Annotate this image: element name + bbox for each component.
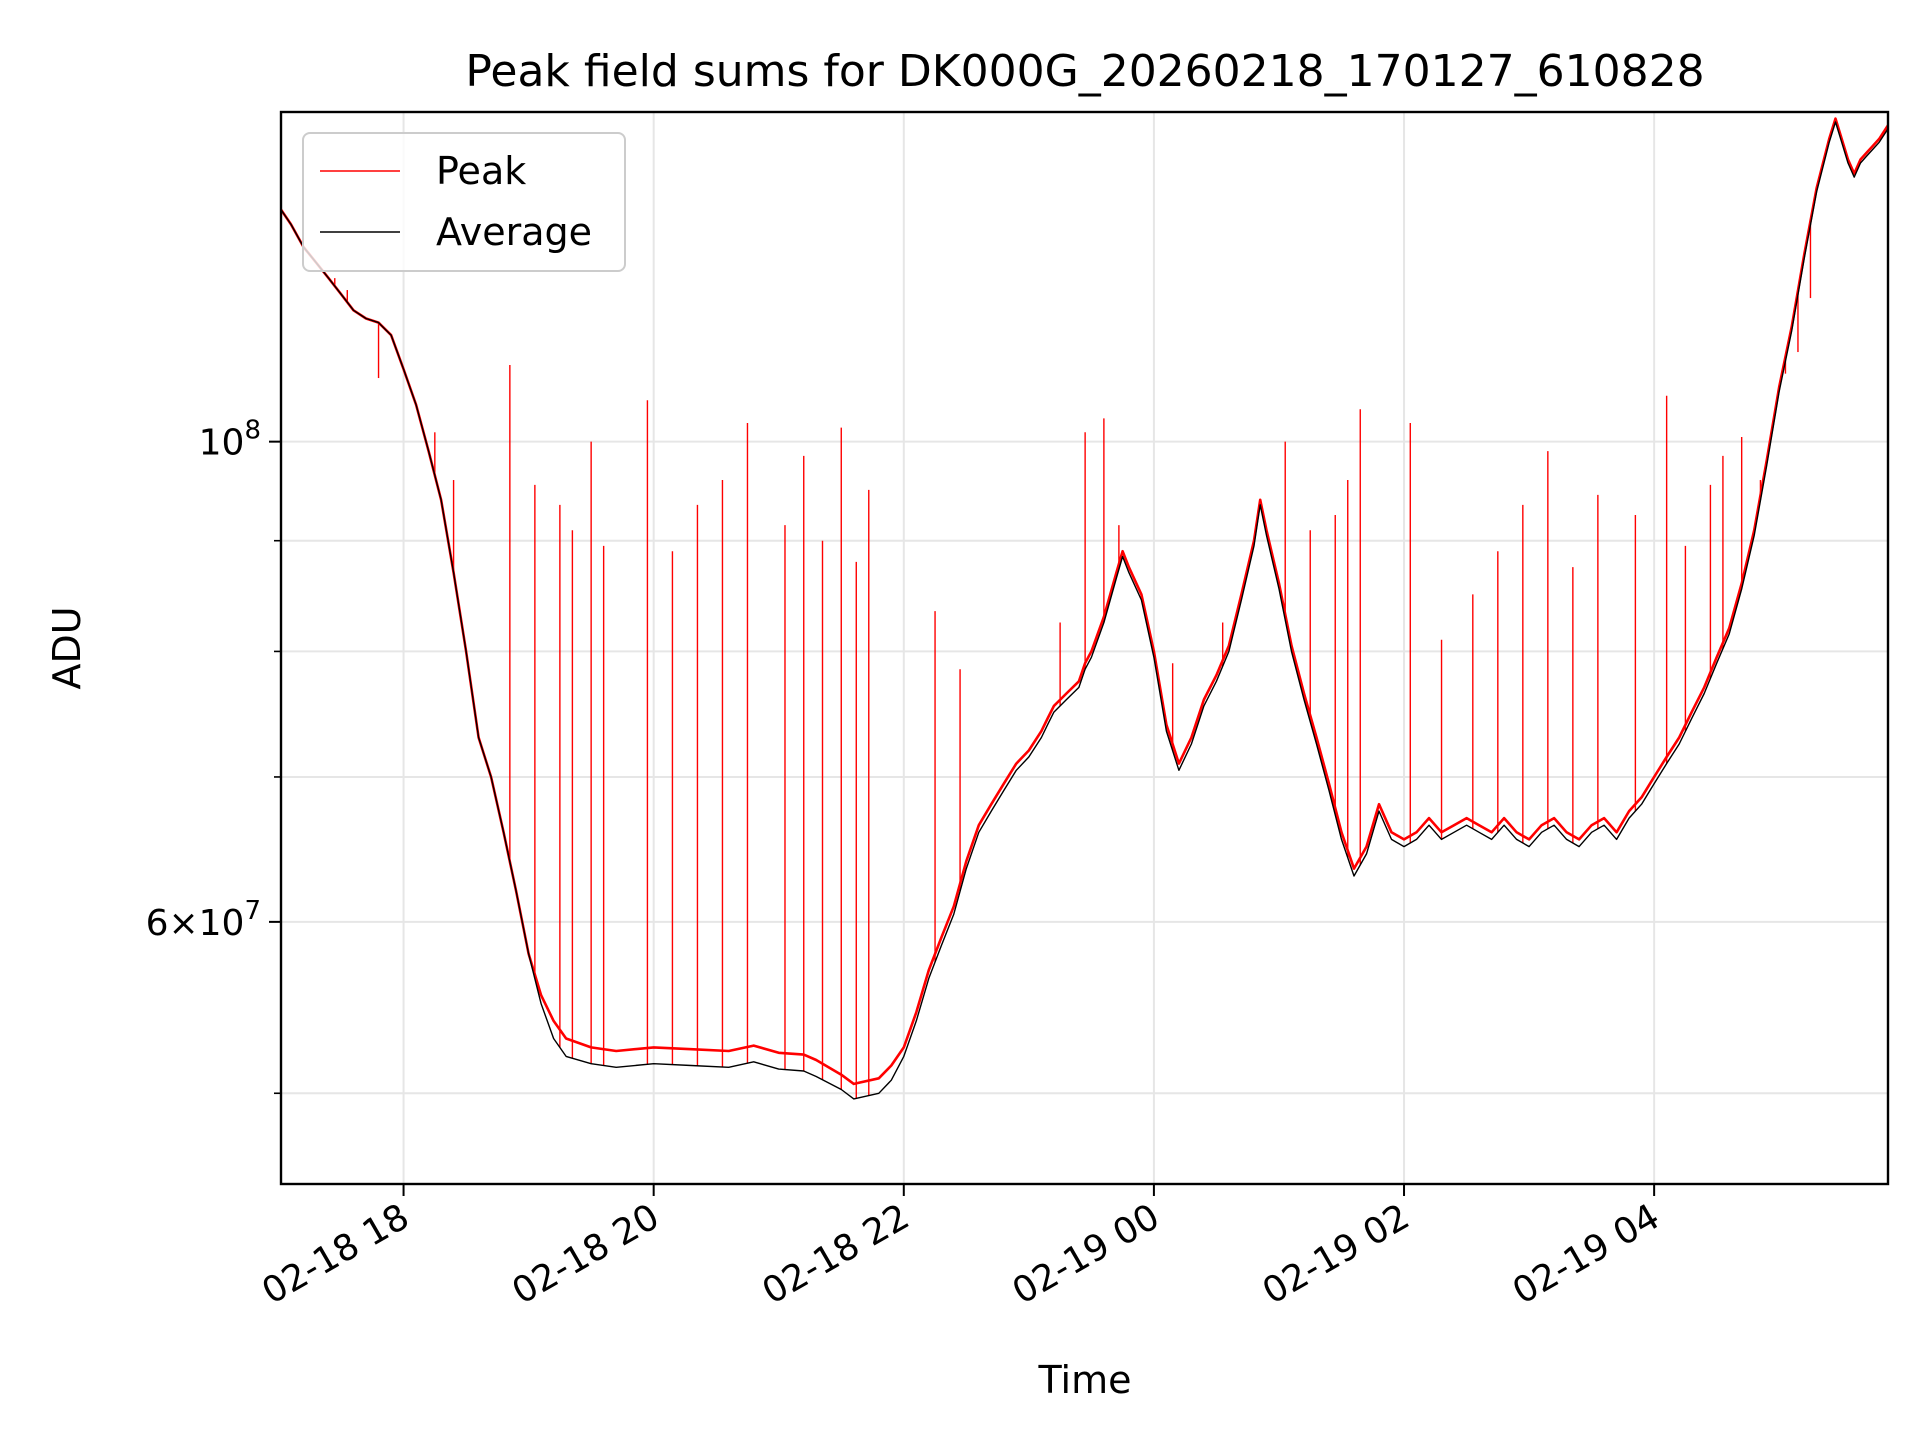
y-tick-exponent: 8 bbox=[244, 416, 261, 446]
series-layer bbox=[279, 117, 1890, 1100]
plot-area-frame bbox=[279, 110, 1890, 1186]
chart-title: Peak field sums for DK000G_20260218_1701… bbox=[465, 46, 1704, 97]
legend: Peak Average bbox=[302, 132, 626, 272]
y-tick-times: × bbox=[168, 903, 198, 944]
y-tick-base: 10 bbox=[199, 423, 245, 464]
y-tick-base: 10 bbox=[199, 903, 245, 944]
legend-box bbox=[302, 132, 626, 272]
y-axis-label: ADU bbox=[45, 606, 89, 689]
legend-label-peak: Peak bbox=[436, 149, 526, 193]
peak-spike-layer bbox=[334, 224, 1812, 1099]
y-tick-label: 6×107 bbox=[146, 896, 261, 944]
y-tick-mantissa: 6 bbox=[146, 903, 169, 944]
series-line-peak bbox=[279, 117, 1890, 1086]
series-line-average bbox=[280, 121, 1889, 1100]
legend-label-average: Average bbox=[436, 210, 592, 254]
x-axis-label: Time bbox=[1038, 1358, 1132, 1402]
y-tick-label: 108 bbox=[199, 416, 261, 464]
y-tick-exponent: 7 bbox=[244, 896, 261, 926]
